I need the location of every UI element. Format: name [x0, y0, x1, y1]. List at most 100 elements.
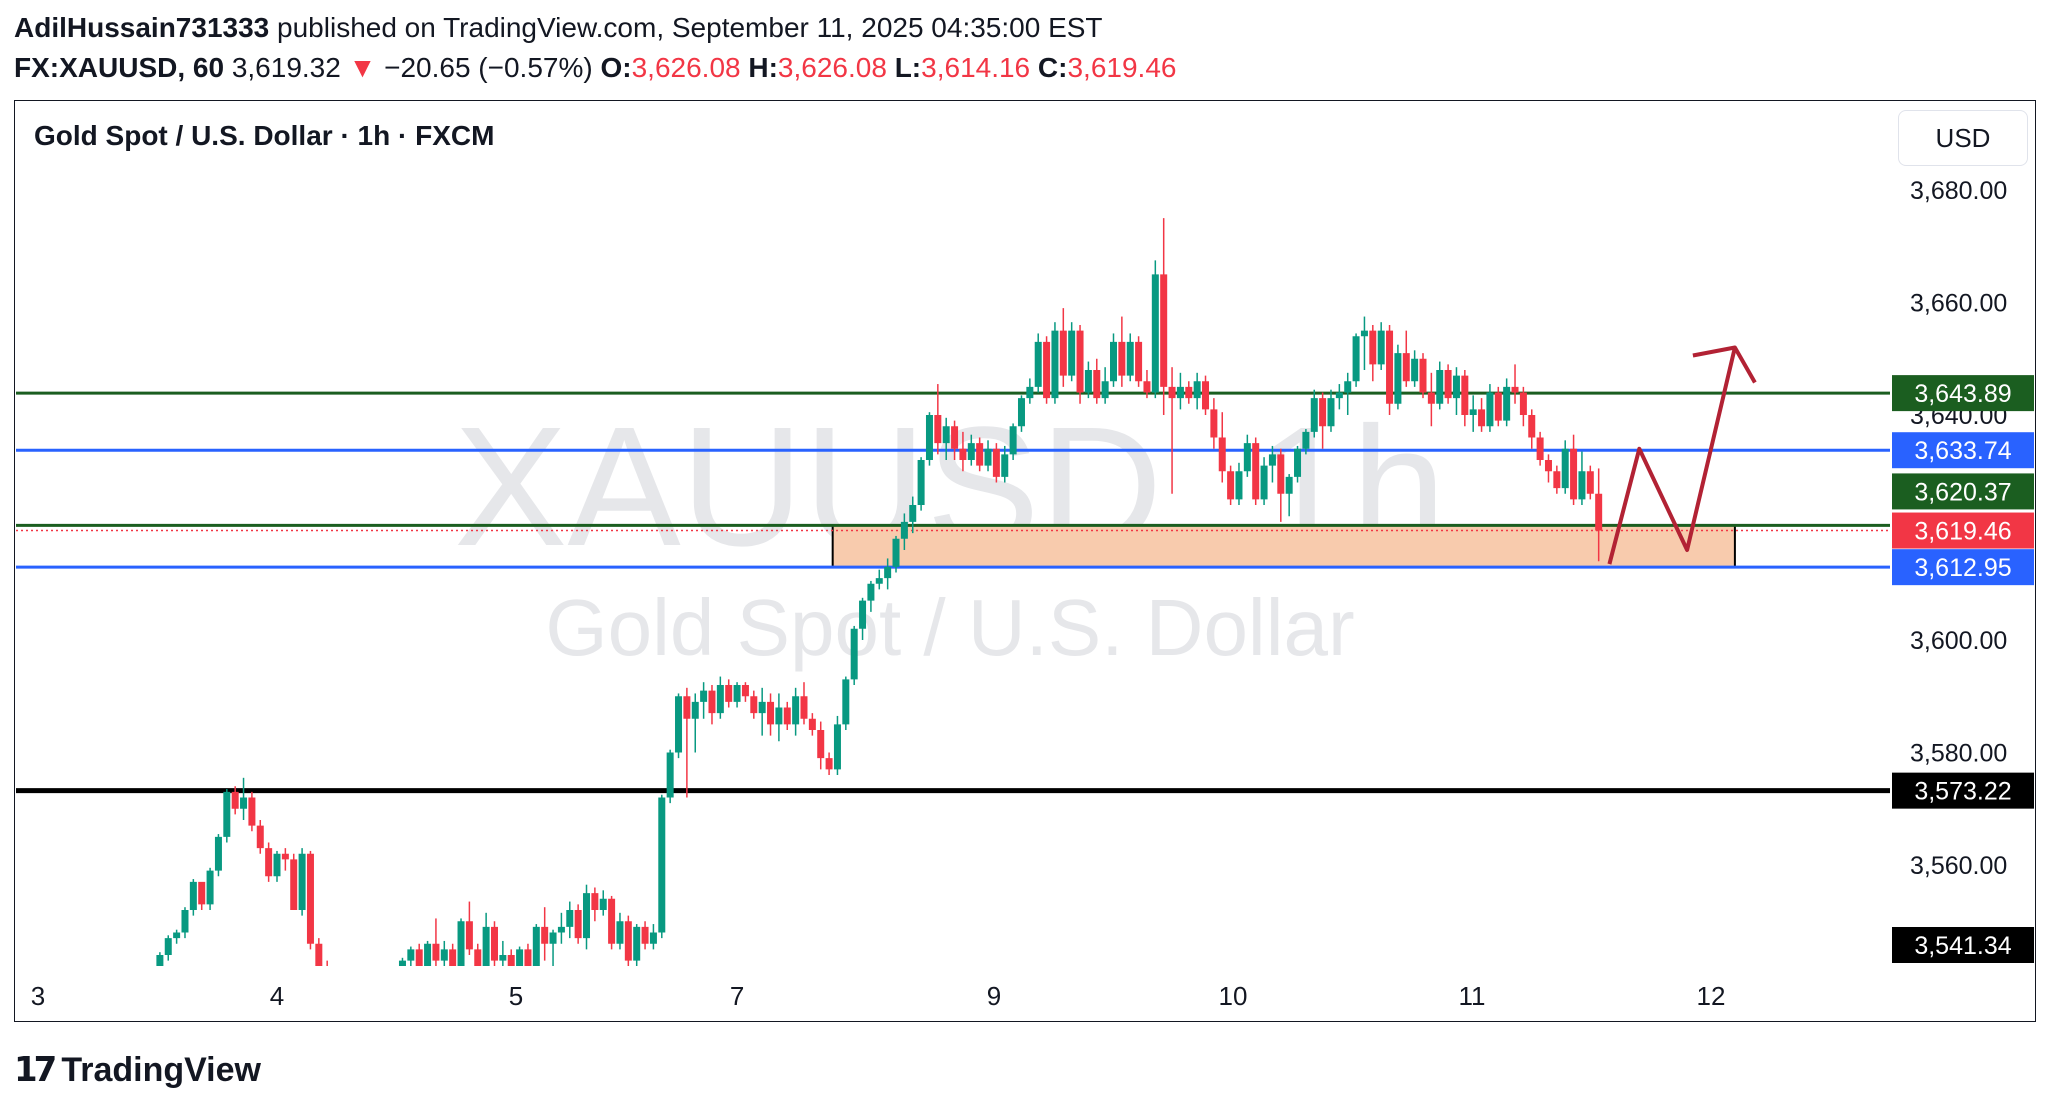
candle-body[interactable] — [992, 448, 1000, 477]
candle-body[interactable] — [1252, 443, 1260, 500]
candle-body[interactable] — [750, 696, 758, 714]
candle-body[interactable] — [1034, 341, 1042, 387]
candle-body[interactable] — [1570, 448, 1578, 500]
candle-body[interactable] — [1285, 476, 1293, 494]
candle-body[interactable] — [214, 836, 222, 871]
currency-button[interactable]: USD — [1898, 110, 2028, 166]
candle-body[interactable] — [1553, 471, 1561, 489]
candle-body[interactable] — [415, 949, 423, 967]
candle-body[interactable] — [1017, 398, 1025, 427]
candle-body[interactable] — [490, 926, 498, 961]
candle-body[interactable] — [1101, 381, 1109, 399]
candle-body[interactable] — [566, 910, 574, 927]
candle-body[interactable] — [591, 893, 599, 910]
candle-body[interactable] — [1461, 375, 1469, 415]
support-zone[interactable] — [831, 524, 1736, 569]
candle-body[interactable] — [231, 791, 239, 809]
candle-body[interactable] — [608, 898, 616, 944]
candle-body[interactable] — [407, 949, 415, 961]
candle-body[interactable] — [1294, 448, 1302, 477]
candle-body[interactable] — [708, 690, 716, 714]
candle-body[interactable] — [173, 932, 181, 939]
candle-body[interactable] — [967, 443, 975, 460]
candle-body[interactable] — [725, 685, 733, 702]
candle-body[interactable] — [842, 679, 850, 725]
candle-body[interactable] — [675, 696, 683, 753]
candle-body[interactable] — [532, 926, 540, 967]
candle-body[interactable] — [1436, 370, 1444, 404]
candle-body[interactable] — [1051, 330, 1059, 399]
candle-body[interactable] — [248, 797, 256, 826]
candle-body[interactable] — [691, 701, 699, 719]
candle-body[interactable] — [700, 690, 708, 702]
candle-body[interactable] — [1511, 386, 1519, 393]
candle-body[interactable] — [574, 910, 582, 939]
candle-body[interactable] — [817, 730, 825, 759]
candle-body[interactable] — [942, 426, 950, 444]
candle-body[interactable] — [1369, 330, 1377, 365]
candle-body[interactable] — [1327, 398, 1335, 427]
candle-body[interactable] — [1202, 381, 1210, 410]
candle-body[interactable] — [265, 848, 273, 877]
candle-body[interactable] — [1503, 386, 1511, 421]
candle-body[interactable] — [1059, 330, 1067, 376]
candle-body[interactable] — [1118, 341, 1126, 376]
candle-body[interactable] — [1193, 381, 1201, 399]
candle-body[interactable] — [775, 707, 783, 725]
candle-body[interactable] — [1486, 392, 1494, 427]
candle-body[interactable] — [206, 870, 214, 905]
candle-body[interactable] — [1268, 454, 1276, 466]
candle-body[interactable] — [833, 724, 841, 770]
candle-body[interactable] — [683, 696, 691, 719]
projection-arrow[interactable] — [1607, 347, 1737, 565]
candle-body[interactable] — [859, 600, 867, 629]
candle-body[interactable] — [1302, 431, 1310, 449]
candle-body[interactable] — [1586, 471, 1594, 494]
candle-body[interactable] — [164, 938, 172, 955]
candle-body[interactable] — [181, 910, 189, 933]
candle-body[interactable] — [875, 578, 883, 584]
candle-body[interactable] — [583, 893, 591, 939]
candle-body[interactable] — [1093, 370, 1101, 399]
candle-body[interactable] — [1043, 341, 1051, 399]
candle-body[interactable] — [1352, 336, 1360, 382]
candle-body[interactable] — [449, 949, 457, 967]
candle-body[interactable] — [306, 853, 314, 944]
candle-body[interactable] — [1076, 330, 1084, 393]
candle-body[interactable] — [758, 701, 766, 714]
candle-body[interactable] — [1478, 409, 1486, 427]
candle-body[interactable] — [516, 949, 524, 978]
candle-body[interactable] — [1402, 353, 1410, 382]
candle-body[interactable] — [189, 881, 197, 910]
candle-body[interactable] — [850, 628, 858, 680]
candle-body[interactable] — [1536, 437, 1544, 461]
candle-body[interactable] — [432, 943, 440, 961]
candle-body[interactable] — [884, 566, 892, 579]
candle-body[interactable] — [1210, 409, 1218, 438]
candle-body[interactable] — [1277, 454, 1285, 494]
candle-body[interactable] — [557, 926, 565, 933]
candle-body[interactable] — [1360, 330, 1368, 337]
candle-body[interactable] — [808, 718, 816, 730]
candle-body[interactable] — [156, 955, 164, 972]
candle-body[interactable] — [482, 926, 490, 972]
candle-body[interactable] — [867, 583, 875, 601]
candle-body[interactable] — [457, 921, 465, 967]
candle-body[interactable] — [549, 932, 557, 944]
candle-body[interactable] — [1001, 454, 1009, 477]
candle-body[interactable] — [1260, 465, 1268, 500]
candle-body[interactable] — [1176, 386, 1184, 399]
candle-body[interactable] — [1151, 274, 1159, 393]
candle-body[interactable] — [198, 881, 206, 905]
candle-body[interactable] — [951, 426, 959, 449]
candle-body[interactable] — [1160, 274, 1168, 387]
candle-body[interactable] — [1026, 386, 1034, 399]
candle-body[interactable] — [1494, 392, 1502, 421]
candle-body[interactable] — [1310, 398, 1318, 432]
candle-body[interactable] — [925, 415, 933, 460]
candle-body[interactable] — [1227, 471, 1235, 500]
candle-body[interactable] — [281, 853, 289, 860]
candle-body[interactable] — [315, 943, 323, 967]
candle-body[interactable] — [959, 448, 967, 460]
candle-body[interactable] — [783, 707, 791, 725]
